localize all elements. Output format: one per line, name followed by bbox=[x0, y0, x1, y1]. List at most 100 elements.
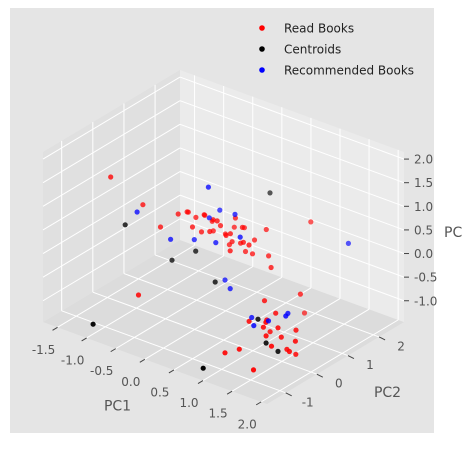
grid-line-y-floor bbox=[92, 291, 317, 375]
data-point bbox=[293, 351, 299, 357]
data-point bbox=[193, 214, 199, 220]
data-point bbox=[246, 242, 252, 248]
data-point bbox=[108, 174, 114, 180]
grid-line-z-back bbox=[179, 218, 405, 302]
grid-line-z-back bbox=[179, 123, 405, 207]
data-point bbox=[231, 224, 237, 230]
legend-marker bbox=[259, 67, 265, 73]
data-point bbox=[222, 277, 228, 283]
y-tick-label: 1 bbox=[366, 358, 374, 372]
data-point bbox=[134, 209, 140, 215]
data-point bbox=[246, 318, 252, 324]
grid-line-z-left bbox=[42, 76, 181, 160]
data-point bbox=[229, 239, 235, 245]
data-point bbox=[227, 231, 233, 237]
data-point bbox=[185, 209, 191, 215]
x-tick-label: 0.0 bbox=[121, 375, 140, 389]
x-tick-mark bbox=[197, 380, 204, 385]
grid-line-z-left bbox=[42, 147, 181, 231]
data-point bbox=[255, 316, 261, 322]
data-point bbox=[157, 224, 164, 230]
y-tick-label: 2 bbox=[397, 339, 405, 353]
data-point bbox=[200, 365, 206, 371]
chart-axes: -1.5 -1.0 -0.5 0.0 0.5 1.0 1.5 2.0 -1 0 1 2 -1.0 -0.5… bbox=[32, 153, 463, 432]
grid-line-x-floor bbox=[231, 308, 370, 392]
data-point bbox=[135, 292, 142, 298]
data-point bbox=[191, 237, 197, 243]
data-point bbox=[223, 232, 229, 238]
data-point bbox=[175, 211, 181, 217]
data-point bbox=[345, 240, 351, 246]
z-tick-label: 2.0 bbox=[414, 153, 433, 167]
data-point bbox=[249, 251, 256, 257]
grid-line-z-left bbox=[42, 171, 181, 254]
x-tick-mark bbox=[81, 337, 87, 342]
grid-line-z-left bbox=[42, 123, 181, 207]
z-tick-label: -1.0 bbox=[414, 294, 437, 308]
data-point bbox=[240, 239, 246, 245]
data-point bbox=[242, 248, 249, 255]
grid-line-z-left bbox=[42, 218, 181, 302]
chart-legend: Read Books Centroids Recommended Books bbox=[259, 22, 414, 78]
x-tick-label: 1.5 bbox=[209, 407, 228, 421]
grid-line-z-back bbox=[179, 76, 405, 160]
x-tick-mark bbox=[168, 369, 175, 374]
data-point bbox=[263, 226, 269, 233]
grid-line-x-floor bbox=[260, 319, 399, 403]
legend-label: Centroids bbox=[284, 43, 341, 57]
series-recommended-books bbox=[134, 184, 351, 329]
data-point bbox=[275, 348, 281, 354]
y-tick-mark bbox=[347, 355, 355, 359]
data-point bbox=[205, 184, 211, 190]
grid-line-y-floor bbox=[123, 273, 349, 357]
data-point bbox=[222, 350, 228, 356]
y-tick-mark bbox=[285, 392, 292, 397]
x-tick-label: 2.0 bbox=[238, 417, 257, 431]
z-tick-label: 1.5 bbox=[414, 176, 433, 190]
grid-line-x-floor bbox=[86, 255, 224, 339]
legend-label: Recommended Books bbox=[284, 64, 414, 78]
legend-marker bbox=[259, 25, 265, 31]
chart-marks bbox=[90, 174, 351, 373]
data-point bbox=[250, 367, 257, 373]
data-point bbox=[283, 313, 289, 319]
back-wall-pane bbox=[180, 70, 404, 322]
data-point bbox=[268, 264, 274, 271]
x-tick-mark bbox=[226, 390, 233, 395]
data-point bbox=[292, 338, 298, 344]
y-tick-label: 0 bbox=[335, 377, 343, 391]
grid-line-z-back bbox=[179, 171, 405, 254]
data-point bbox=[267, 329, 273, 335]
data-point bbox=[169, 257, 175, 263]
data-point bbox=[308, 219, 314, 225]
data-point bbox=[301, 310, 308, 316]
legend-marker bbox=[259, 46, 265, 52]
data-point bbox=[261, 298, 268, 304]
grid-line-x-floor bbox=[144, 276, 283, 360]
grid-line-z-left bbox=[42, 100, 181, 184]
y-tick-mark bbox=[378, 336, 386, 341]
grid-line-y-floor bbox=[154, 254, 380, 338]
x-tick-mark bbox=[139, 358, 146, 363]
grid-line-x-floor bbox=[173, 287, 312, 371]
grid-line-x-floor bbox=[202, 298, 341, 382]
z-tick-label: 0.5 bbox=[414, 223, 433, 237]
data-point bbox=[206, 215, 212, 221]
legend-label: Read Books bbox=[284, 22, 354, 36]
series-read-books bbox=[108, 174, 314, 373]
data-point bbox=[265, 318, 272, 324]
data-point bbox=[198, 229, 205, 235]
grid-line-z-back bbox=[179, 147, 405, 231]
x-tick-label: 1.0 bbox=[179, 396, 198, 410]
data-point bbox=[263, 340, 269, 346]
data-point bbox=[237, 234, 243, 240]
data-point bbox=[168, 236, 174, 242]
data-point bbox=[212, 279, 218, 285]
grid-line-z-back bbox=[179, 194, 405, 278]
grid-line-x-floor bbox=[115, 266, 253, 350]
x-tick-mark bbox=[110, 348, 116, 353]
data-point bbox=[263, 333, 269, 339]
y-tick-label: -1 bbox=[302, 395, 314, 409]
